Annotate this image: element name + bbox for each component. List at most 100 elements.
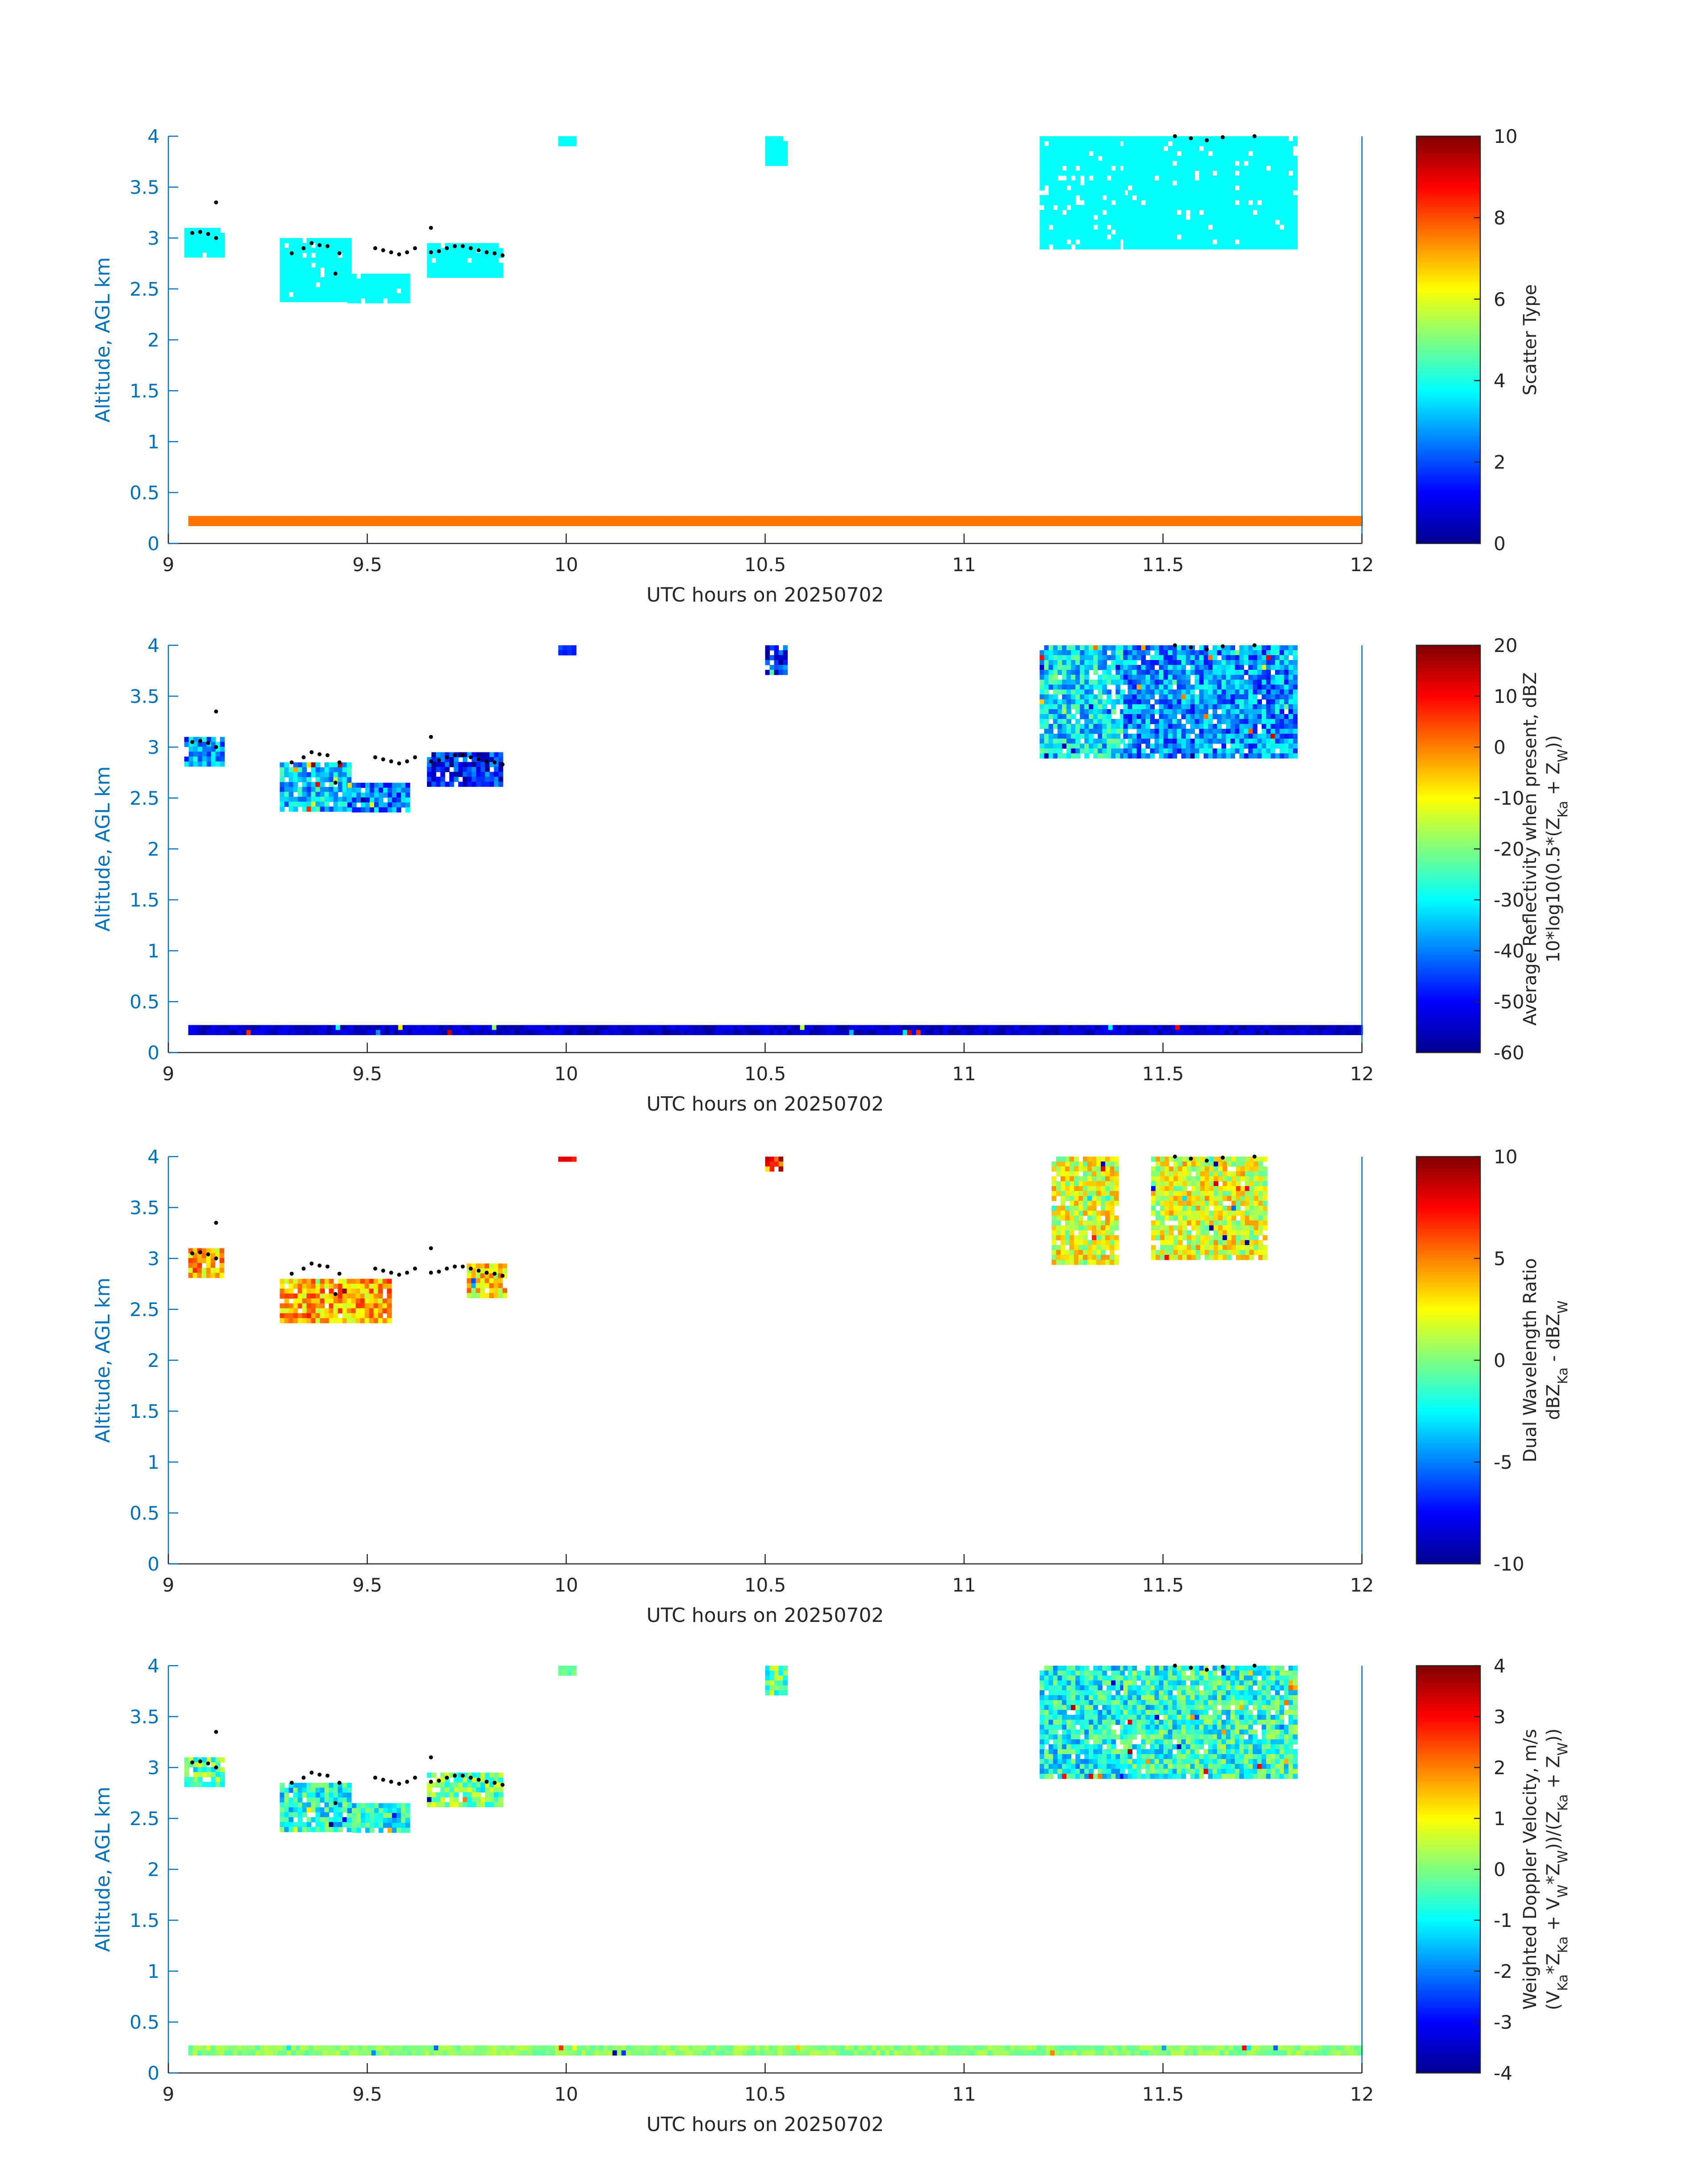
heatmap-cell xyxy=(1062,665,1067,670)
heatmap-cell xyxy=(1193,1025,1198,1030)
heatmap-cell xyxy=(1212,225,1217,230)
heatmap-cell xyxy=(360,1298,365,1304)
heatmap-cell xyxy=(956,521,961,526)
heatmap-cell xyxy=(1199,660,1204,665)
heatmap-cell xyxy=(1177,675,1182,680)
heatmap-cell xyxy=(1199,680,1204,685)
heatmap-cell xyxy=(1194,146,1199,151)
heatmap-cell xyxy=(1107,729,1111,734)
heatmap-cell xyxy=(355,1293,361,1299)
heatmap-cell xyxy=(1136,724,1141,729)
heatmap-cell xyxy=(1270,675,1275,680)
heatmap-cell xyxy=(1048,734,1053,739)
heatmap-cell xyxy=(1066,180,1071,186)
heatmap-cell xyxy=(1208,675,1213,680)
heatmap-cell xyxy=(1159,185,1164,191)
heatmap-cell xyxy=(1172,234,1177,240)
heatmap-cell xyxy=(1239,680,1244,685)
heatmap-cell xyxy=(1279,215,1284,220)
heatmap-cell xyxy=(1168,151,1173,156)
heatmap-cell xyxy=(1048,171,1053,176)
heatmap-cell xyxy=(1094,1030,1100,1035)
heatmap-cell xyxy=(440,772,445,777)
heatmap-cell xyxy=(1075,689,1080,695)
heatmap-cell xyxy=(1107,185,1111,191)
heatmap-cell xyxy=(351,1288,356,1294)
heatmap-cell xyxy=(1111,734,1116,739)
heatmap-cell xyxy=(405,273,410,279)
heatmap-cell xyxy=(1150,660,1155,665)
heatmap-cell xyxy=(1132,753,1137,759)
heatmap-cell xyxy=(471,1278,476,1283)
heatmap-cell xyxy=(1139,1030,1144,1035)
heatmap-cell xyxy=(769,645,775,651)
heatmap-cell xyxy=(1154,136,1159,142)
cloud-top-marker xyxy=(325,244,330,248)
heatmap-cell xyxy=(1345,1030,1350,1035)
heatmap-cell xyxy=(1066,753,1071,759)
heatmap-cell xyxy=(493,1288,498,1293)
heatmap-cell xyxy=(1084,699,1089,705)
heatmap-cell xyxy=(889,521,894,526)
cloud-top-marker xyxy=(493,251,497,255)
heatmap-cell xyxy=(324,1313,330,1319)
heatmap-cell xyxy=(1257,175,1262,181)
heatmap-cell xyxy=(1190,660,1195,665)
heatmap-cell xyxy=(338,267,343,273)
heatmap-cell xyxy=(463,267,468,273)
heatmap-cell xyxy=(1239,753,1244,759)
heatmap-cell xyxy=(1284,650,1289,656)
cloud-top-marker xyxy=(1189,136,1193,141)
heatmap-cell xyxy=(929,516,935,521)
heatmap-cell xyxy=(449,267,454,273)
heatmap-cell xyxy=(1212,200,1217,205)
heatmap-cell xyxy=(1061,1157,1065,1162)
heatmap-cell xyxy=(485,267,490,273)
heatmap-cell xyxy=(1353,1025,1359,1030)
heatmap-cell xyxy=(1089,210,1094,215)
heatmap-cell xyxy=(324,1293,330,1299)
heatmap-cell xyxy=(1132,156,1137,161)
heatmap-cell xyxy=(1145,244,1150,250)
heatmap-cell xyxy=(1284,215,1289,220)
heatmap-cell xyxy=(1217,719,1222,724)
heatmap-cell xyxy=(436,777,441,782)
heatmap-cell xyxy=(1145,734,1150,739)
heatmap-cell xyxy=(1086,516,1091,521)
heatmap-cell xyxy=(1071,234,1076,240)
heatmap-cell xyxy=(1154,185,1159,191)
heatmap-cell xyxy=(1098,753,1102,759)
heatmap-cell xyxy=(800,1030,805,1035)
heatmap-cell xyxy=(1159,753,1164,759)
heatmap-cell xyxy=(1212,699,1217,705)
heatmap-cell xyxy=(1212,739,1217,744)
heatmap-cell xyxy=(1168,709,1173,715)
heatmap-cell xyxy=(1284,719,1289,724)
heatmap-cell xyxy=(480,253,485,258)
heatmap-cell xyxy=(1066,670,1071,675)
heatmap-cell xyxy=(1062,180,1067,186)
heatmap-cell xyxy=(661,1030,667,1035)
heatmap-cell xyxy=(1270,699,1275,705)
heatmap-cell xyxy=(1120,156,1125,161)
heatmap-cell xyxy=(1159,660,1164,665)
heatmap-cell xyxy=(630,1030,635,1035)
heatmap-cell xyxy=(329,292,334,297)
heatmap-cell xyxy=(1093,151,1098,156)
heatmap-cell xyxy=(1136,744,1141,749)
heatmap-cell xyxy=(1163,171,1168,176)
heatmap-cell xyxy=(1172,694,1177,700)
heatmap-cell xyxy=(1253,694,1257,700)
heatmap-cell xyxy=(251,1030,256,1035)
heatmap-cell xyxy=(1221,205,1226,210)
heatmap-cell xyxy=(1136,239,1141,245)
heatmap-cell xyxy=(1291,521,1296,526)
heatmap-cell xyxy=(1123,146,1128,151)
heatmap-cell xyxy=(1269,516,1274,521)
heatmap-cell xyxy=(1208,670,1213,675)
heatmap-cell xyxy=(280,802,285,807)
heatmap-cell xyxy=(206,1263,211,1268)
heatmap-cell xyxy=(1226,655,1231,660)
heatmap-cell xyxy=(1270,645,1275,651)
heatmap-cell xyxy=(387,1318,392,1324)
